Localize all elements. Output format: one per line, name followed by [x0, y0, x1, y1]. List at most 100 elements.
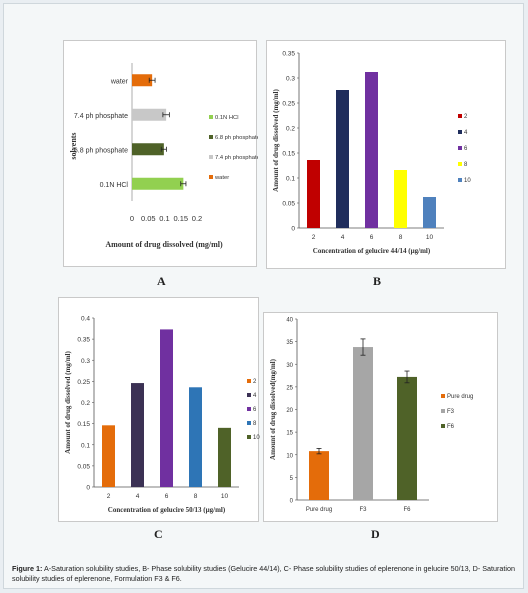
- panel-label-c: C: [154, 527, 163, 541]
- c-y-axis-title: Amount of drug dissolved (mg/ml): [64, 351, 72, 454]
- d-y-tick-7: 35: [286, 340, 293, 346]
- a-category-label-1: 6.8 ph phosphate: [74, 147, 128, 154]
- b-x-axis-title: Concentration of gelucire 44/14 (µg/ml): [313, 247, 431, 255]
- a-legend-swatch-0: [209, 115, 213, 119]
- c-y-tick-6: 0.3: [81, 358, 90, 365]
- a-legend-label-3: water: [214, 175, 229, 181]
- panel-a: 0.1N HCl 6.8 ph phosphate 7.4 ph phosphate…: [63, 40, 258, 267]
- panel-d: 0 5 10 15 20 25 30 35 40 Pure drug F3 F6 Amount of d…: [263, 312, 498, 522]
- b-y-tick-4: 0.2: [286, 126, 295, 133]
- a-legend-swatch-2: [209, 155, 213, 159]
- a-bar-2: [132, 108, 167, 121]
- c-bar-2: [160, 329, 173, 487]
- panel-label-b: B: [373, 274, 382, 288]
- c-y-tick-3: 0.15: [77, 421, 90, 428]
- c-y-tick-8: 0.4: [81, 316, 90, 323]
- b-bar-0: [307, 160, 320, 228]
- d-x-tick-2: F6: [403, 507, 411, 513]
- d-x-tick-1: F3: [359, 507, 367, 513]
- panel-b: 0 0.05 0.1 0.15 0.2 0.25 0.3 0.35 2 4 6 8 10 Concentr…: [266, 40, 506, 269]
- c-x-tick-2: 6: [165, 493, 169, 500]
- b-y-tick-1: 0.05: [282, 201, 295, 208]
- c-y-tick-1: 0.05: [77, 463, 90, 470]
- c-y-tick-4: 0.2: [81, 400, 90, 407]
- c-legend-label-3: 8: [253, 421, 257, 427]
- c-legend-swatch-4: [247, 435, 251, 439]
- c-x-tick-3: 8: [194, 493, 198, 500]
- c-x-tick-4: 10: [221, 493, 229, 500]
- a-legend-swatch-1: [209, 135, 213, 139]
- b-y-tick-6: 0.3: [286, 76, 295, 83]
- c-bar-3: [189, 387, 202, 487]
- d-y-tick-2: 10: [286, 453, 293, 459]
- d-y-tick-0: 0: [290, 499, 294, 505]
- c-legend-swatch-1: [247, 393, 251, 397]
- d-y-tick-3: 15: [286, 431, 293, 437]
- c-bar-1: [131, 383, 144, 487]
- b-legend-label-2: 6: [464, 146, 468, 152]
- b-legend-label-3: 8: [464, 162, 468, 168]
- a-bar-1: [132, 143, 164, 156]
- chart-a: 0.1N HCl 6.8 ph phosphate 7.4 ph phosphate…: [69, 63, 258, 249]
- d-y-axis-title: Amount of drug dissolved(mg/ml): [269, 358, 277, 460]
- c-legend-label-0: 2: [253, 379, 257, 385]
- b-legend-label-4: 10: [464, 178, 471, 184]
- a-bar-3: [132, 74, 153, 87]
- chart-c: 0 0.05 0.1 0.15 0.2 0.25 0.3 0.35 0.4 2 4 6 8 10 Conce…: [64, 316, 260, 515]
- d-y-tick-8: 40: [286, 318, 293, 324]
- b-legend-swatch-3: [458, 162, 462, 166]
- caption-text: A-Saturation solubility studies, B- Phas…: [12, 564, 515, 583]
- c-bar-0: [102, 425, 115, 487]
- b-x-tick-0: 2: [312, 234, 316, 241]
- a-x-axis-title: Amount of drug dissolved (mg/ml): [105, 240, 223, 249]
- d-legend-label-2: F6: [447, 424, 455, 430]
- d-legend-swatch-2: [441, 424, 445, 428]
- a-bar-0: [132, 177, 184, 190]
- a-legend-label-0: 0.1N HCl: [215, 115, 239, 121]
- b-x-tick-2: 6: [370, 234, 374, 241]
- chart-b: 0 0.05 0.1 0.15 0.2 0.25 0.3 0.35 2 4 6 8 10 Concentr…: [272, 51, 471, 256]
- a-y-axis-title: solvents: [69, 132, 78, 159]
- d-y-tick-5: 25: [286, 385, 293, 391]
- b-bar-4: [423, 197, 436, 228]
- b-x-tick-3: 8: [399, 234, 403, 241]
- a-category-label-3: water: [110, 78, 129, 85]
- a-x-tick-3: 0.15: [173, 214, 188, 223]
- panel-label-a: A: [157, 274, 166, 288]
- b-legend-label-0: 2: [464, 114, 468, 120]
- d-bar-1: [353, 347, 373, 500]
- c-y-tick-5: 0.25: [77, 379, 90, 386]
- c-legend-label-1: 4: [253, 393, 257, 399]
- a-legend-label-2: 7.4 ph phosphate: [215, 155, 258, 161]
- d-legend-label-1: F3: [447, 409, 455, 415]
- c-legend-swatch-0: [247, 379, 251, 383]
- a-x-tick-1: 0.05: [141, 214, 156, 223]
- a-legend-label-1: 6.8 ph phosphate: [215, 135, 258, 141]
- b-y-tick-2: 0.1: [286, 176, 295, 183]
- b-y-axis-title: Amount of drug dissolved (mg/ml): [272, 89, 280, 192]
- c-y-tick-0: 0: [86, 485, 90, 492]
- c-x-tick-0: 2: [107, 493, 111, 500]
- a-x-tick-4: 0.2: [192, 214, 202, 223]
- b-legend-swatch-2: [458, 146, 462, 150]
- b-legend-swatch-0: [458, 114, 462, 118]
- chart-d: 0 5 10 15 20 25 30 35 40 Pure drug F3 F6 Amount of d…: [269, 318, 473, 514]
- b-y-tick-7: 0.35: [282, 51, 295, 58]
- c-y-tick-7: 0.35: [77, 337, 90, 344]
- d-legend-swatch-1: [441, 409, 445, 413]
- b-y-tick-5: 0.25: [282, 101, 295, 108]
- a-category-label-0: 0.1N HCl: [100, 182, 129, 189]
- d-y-tick-4: 20: [286, 408, 293, 414]
- figure-caption: Figure 1: A-Saturation solubility studie…: [12, 564, 522, 583]
- d-bar-2: [397, 376, 417, 500]
- c-legend-swatch-3: [247, 421, 251, 425]
- d-x-tick-0: Pure drug: [306, 507, 332, 513]
- panel-label-d: D: [371, 527, 380, 541]
- c-legend-swatch-2: [247, 407, 251, 411]
- b-legend-swatch-4: [458, 178, 462, 182]
- b-x-tick-1: 4: [341, 234, 345, 241]
- c-legend-label-4: 10: [253, 435, 260, 441]
- b-x-tick-4: 10: [426, 234, 434, 241]
- d-bar-0: [309, 451, 329, 500]
- d-y-tick-6: 30: [286, 363, 293, 369]
